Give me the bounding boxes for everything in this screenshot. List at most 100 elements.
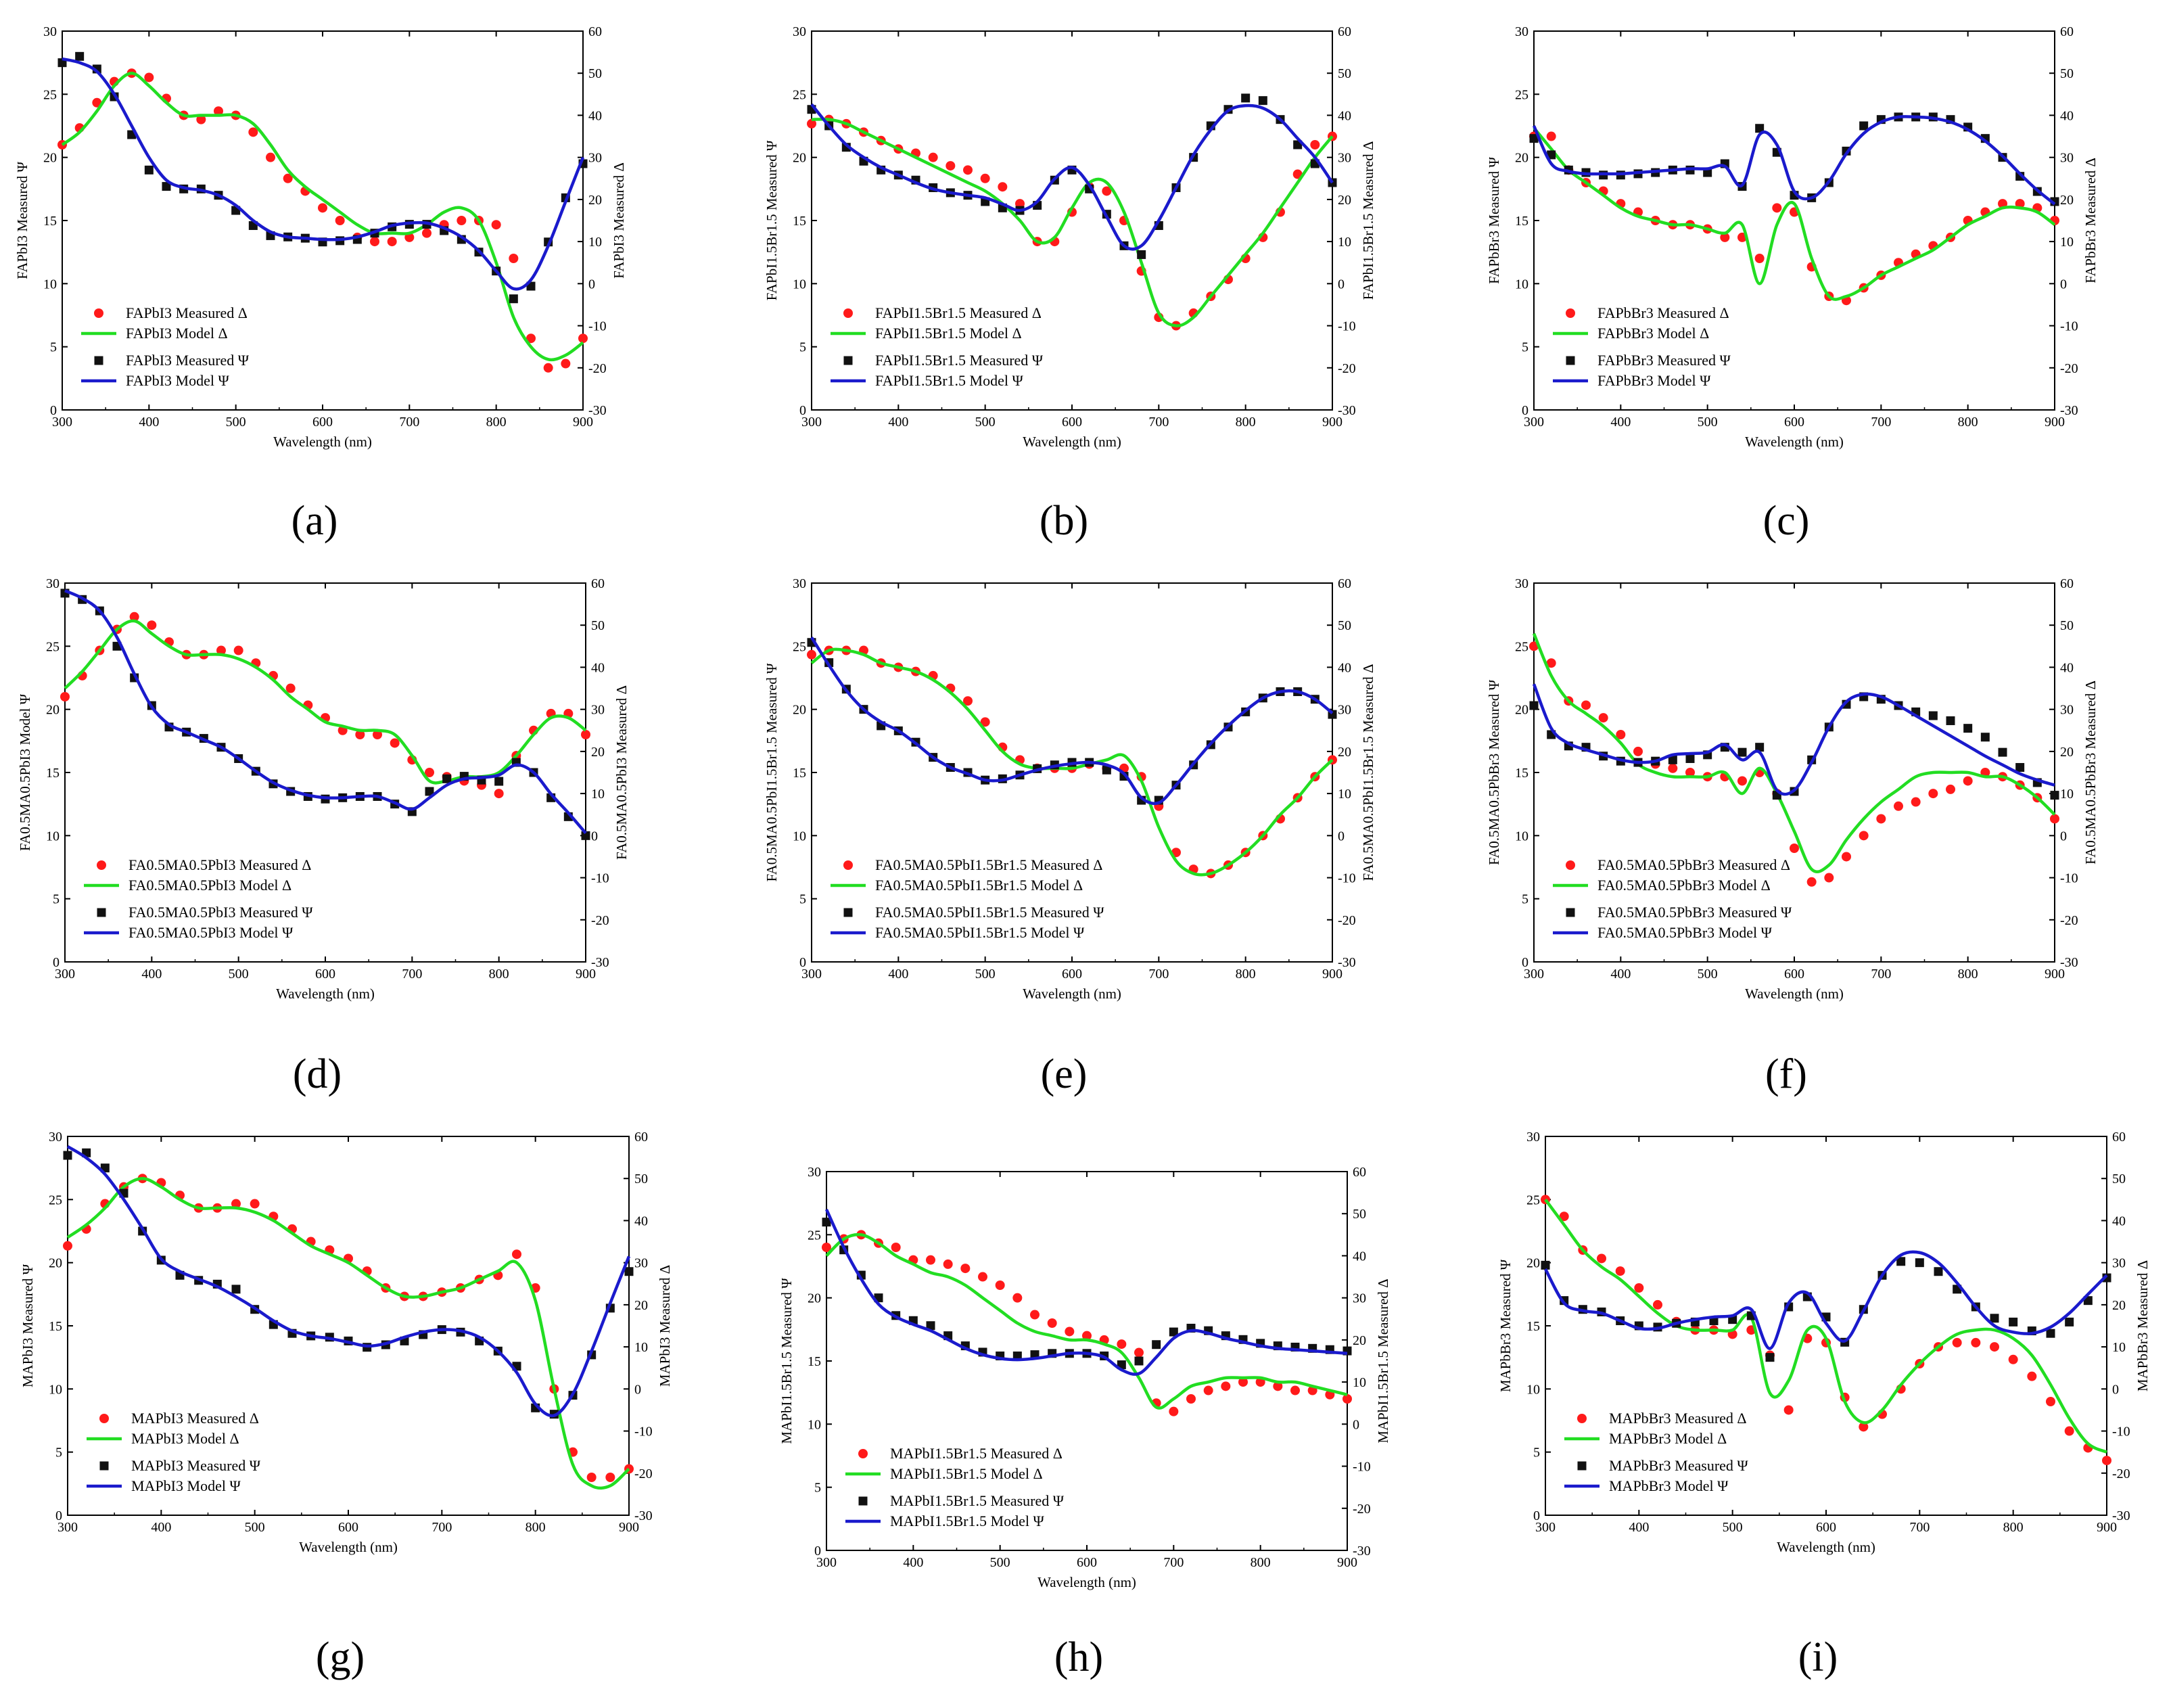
y2-tick-label: -30 xyxy=(591,955,609,970)
y2-tick-label: 30 xyxy=(588,151,602,166)
measured-delta-point xyxy=(355,730,365,739)
x-tick-label: 900 xyxy=(1322,967,1343,982)
y2-tick-label: -10 xyxy=(1338,871,1356,886)
measured-psi-point xyxy=(1946,716,1955,725)
y-tick-label: 10 xyxy=(46,829,60,844)
chart-panel-7: 300 400 500 600 700 800 900051015202530-30-20-… xyxy=(778,1165,1391,1590)
y-tick-label: 30 xyxy=(793,24,806,39)
measured-delta-point xyxy=(998,182,1008,192)
y2-tick-label: 0 xyxy=(2060,277,2067,292)
measured-delta-point xyxy=(1186,1394,1196,1404)
legend-entry: FA0.5MA0.5PbBr3 Model Ψ xyxy=(1597,924,1773,941)
y-tick-label: 0 xyxy=(53,955,60,970)
legend-entry: MAPbI1.5Br1.5 Model Δ xyxy=(890,1465,1043,1482)
y-tick-label: 30 xyxy=(49,1130,62,1145)
x-tick-label: 700 xyxy=(431,1520,452,1535)
y2-tick-label: 20 xyxy=(1353,1333,1366,1348)
y-tick-label: 5 xyxy=(799,892,806,907)
y2-tick-label: 30 xyxy=(1338,703,1351,718)
chart-panel-0: 300 400 500 600 700 800 900051015202530-30-20-… xyxy=(14,24,627,450)
y-tick-label: 10 xyxy=(793,277,806,292)
x-tick-label: 800 xyxy=(526,1520,546,1535)
measured-psi-point xyxy=(2065,1317,2074,1326)
y-tick-label: 10 xyxy=(1526,1382,1540,1397)
measured-delta-point xyxy=(1597,1253,1606,1264)
measured-delta-point xyxy=(2027,1371,2037,1381)
measured-psi-point xyxy=(1998,747,2007,757)
measured-psi-point xyxy=(926,1321,935,1331)
measured-delta-point xyxy=(147,620,157,630)
legend-marker-measured-psi xyxy=(97,908,106,917)
measured-delta-point xyxy=(285,683,296,693)
measured-delta-point xyxy=(1720,232,1730,242)
panel-label: (a) xyxy=(291,498,338,544)
y-tick-label: 30 xyxy=(1526,1130,1540,1145)
y2-tick-label: -20 xyxy=(2112,1467,2130,1481)
x-axis-title: Wavelength (nm) xyxy=(1023,986,1121,1002)
measured-psi-point xyxy=(1012,1352,1022,1361)
y2-tick-label: 30 xyxy=(2060,151,2074,166)
measured-delta-point xyxy=(1928,789,1938,799)
measured-delta-point xyxy=(1546,131,1556,141)
legend-entry: MAPbI1.5Br1.5 Model Ψ xyxy=(890,1513,1044,1529)
measured-delta-point xyxy=(807,118,816,129)
measured-delta-point xyxy=(526,333,536,344)
panel-label: (c) xyxy=(1763,498,1810,544)
y-tick-label: 0 xyxy=(55,1508,62,1523)
legend-entry: FA0.5MA0.5PbI1.5Br1.5 Model Ψ xyxy=(875,924,1085,941)
model-psi-line xyxy=(62,57,585,291)
measured-delta-point xyxy=(1653,1299,1662,1310)
y2-tick-label: 20 xyxy=(2060,193,2074,208)
x-tick-label: 500 xyxy=(975,967,996,982)
legend-entry: FA0.5MA0.5PbI3 Model Δ xyxy=(129,877,291,894)
y2-tick-label: 20 xyxy=(1338,745,1351,760)
measured-psi-point xyxy=(2050,791,2059,800)
legend-marker-measured-delta xyxy=(843,860,853,870)
panel-label: (h) xyxy=(1054,1634,1103,1680)
measured-delta-point xyxy=(1102,186,1112,196)
model-psi-line xyxy=(810,637,1334,806)
panel-label: (f) xyxy=(1765,1051,1807,1097)
x-tick-label: 900 xyxy=(2097,1520,2117,1535)
y-tick-label: 0 xyxy=(50,403,57,418)
y-tick-label: 15 xyxy=(46,766,60,781)
y2-tick-label: 0 xyxy=(1353,1417,1359,1432)
y-tick-label: 15 xyxy=(808,1354,821,1369)
model-delta-line xyxy=(64,619,587,785)
measured-delta-point xyxy=(1783,1405,1794,1415)
y-tick-label: 25 xyxy=(1515,639,1528,654)
measured-psi-point xyxy=(1928,711,1938,720)
measured-psi-point xyxy=(231,1285,241,1294)
measured-delta-point xyxy=(129,611,139,622)
y-tick-label: 10 xyxy=(808,1417,821,1432)
y2-tick-label: -10 xyxy=(2060,319,2078,334)
y2-tick-label: -10 xyxy=(1353,1460,1371,1475)
measured-delta-point xyxy=(1169,1406,1179,1416)
x-tick-label: 700 xyxy=(402,967,422,982)
legend-marker-measured-delta xyxy=(94,308,103,318)
legend-entry: FA0.5MA0.5PbI1.5Br1.5 Model Δ xyxy=(875,877,1083,894)
legend-entry: MAPbBr3 Measured Δ xyxy=(1609,1410,1747,1427)
model-psi-line xyxy=(66,1145,631,1418)
legend-entry: FAPbI1.5Br1.5 Model Ψ xyxy=(875,372,1023,389)
y2-tick-label: 50 xyxy=(1353,1207,1366,1222)
y2-tick-label: 60 xyxy=(2112,1130,2126,1145)
y2-tick-label: -20 xyxy=(2060,361,2078,376)
y2-tick-label: 50 xyxy=(634,1172,648,1186)
measured-delta-point xyxy=(586,1473,597,1482)
measured-delta-point xyxy=(1310,140,1320,149)
y2-tick-label: -30 xyxy=(2060,955,2078,970)
y-tick-label: 30 xyxy=(793,576,806,591)
legend-entry: FA0.5MA0.5PbI1.5Br1.5 Measured Ψ xyxy=(875,904,1104,921)
y2-tick-label: -30 xyxy=(1338,955,1356,970)
measured-delta-point xyxy=(1685,768,1695,777)
measured-psi-point xyxy=(581,831,590,840)
measured-delta-point xyxy=(1529,641,1539,651)
measured-delta-point xyxy=(1065,1326,1075,1337)
x-axis-title: Wavelength (nm) xyxy=(1745,986,1844,1002)
legend-marker-measured-psi xyxy=(858,1496,868,1506)
measured-delta-point xyxy=(1876,814,1886,824)
measured-psi-point xyxy=(1685,754,1695,763)
x-axis-title: Wavelength (nm) xyxy=(1745,434,1844,450)
legend-entry: MAPbI1.5Br1.5 Measured Ψ xyxy=(890,1492,1065,1509)
